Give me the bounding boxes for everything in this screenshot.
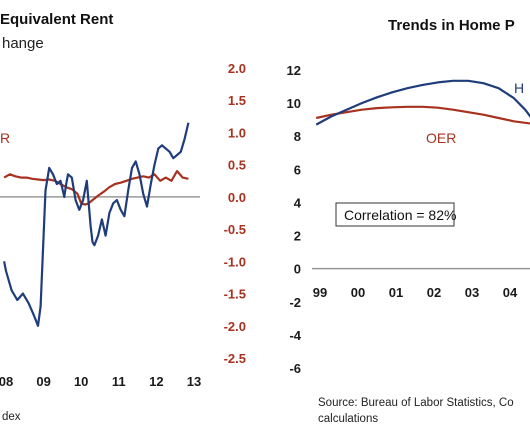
right-x-tick-label: 00: [351, 285, 365, 300]
right-x-tick-label: 02: [427, 285, 441, 300]
right-chart-marks: 12 10 8 6 4 2 0 -2 -4 -6 99 00 01 02 03 04: [287, 63, 530, 376]
right-y-tick-label: 4: [294, 195, 302, 210]
right-chart-title: Trends in Home P: [388, 17, 515, 34]
left-chart-marks: 2.0 1.5 1.0 0.5 0.0 -0.5 -1.0 -1.5 -2.0 -2.5 08 09 1…: [0, 61, 246, 389]
right-series-blue-line: [315, 79, 530, 126]
right-series-label-oer: OER: [426, 130, 456, 146]
left-x-tick-label: 09: [36, 374, 50, 389]
left-chart-title: Equivalent Rent: [0, 11, 113, 28]
left-x-tick-label: 13: [187, 374, 201, 389]
left-x-tick-label: 10: [74, 374, 88, 389]
correlation-annotation: Correlation = 82%: [344, 207, 456, 223]
right-y-tick-label: 8: [294, 129, 301, 144]
right-y-tick-label: 6: [294, 162, 301, 177]
right-y-tick-label: -4: [289, 328, 301, 343]
right-series-red-line: [315, 105, 530, 125]
left-y-tick-label: -1.5: [224, 287, 246, 302]
left-series-label-fragment: R: [0, 130, 10, 146]
left-x-tick-label: 11: [112, 374, 126, 389]
left-y-tick-label: 0.0: [228, 190, 246, 205]
right-y-tick-label: 0: [294, 262, 301, 277]
right-series-label-h: H: [514, 80, 524, 96]
left-y-tick-label: 1.5: [228, 93, 246, 108]
right-y-tick-label: 10: [287, 96, 301, 111]
left-y-tick-label: -1.0: [224, 254, 246, 269]
left-y-tick-label: 0.5: [228, 158, 246, 173]
right-y-tick-label: 2: [294, 229, 301, 244]
left-x-tick-label: 12: [149, 374, 163, 389]
left-y-tick-label: -2.5: [224, 351, 246, 366]
correlation-box: [335, 202, 455, 227]
left-x-tick-label: 08: [0, 374, 13, 389]
right-x-tick-label: 03: [465, 285, 479, 300]
source-line-1: Source: Bureau of Labor Statistics, Co: [318, 397, 514, 409]
left-chart-footer: dex: [2, 411, 21, 423]
right-y-tick-label: 12: [287, 63, 301, 78]
right-x-tick-label: 04: [503, 285, 518, 300]
right-x-tick-label: 01: [389, 285, 403, 300]
left-y-tick-label: 1.0: [228, 125, 246, 140]
left-y-tick-label: 2.0: [228, 61, 246, 76]
left-series-blue-line: [3, 122, 190, 327]
right-y-tick-label: -6: [289, 361, 301, 376]
right-y-tick-label: -2: [289, 295, 301, 310]
left-chart-subtitle: hange: [2, 35, 44, 52]
right-x-tick-label: 99: [313, 285, 327, 300]
left-y-tick-label: -2.0: [224, 319, 246, 334]
source-line-2: calculations: [318, 413, 378, 425]
left-y-tick-label: -0.5: [224, 222, 246, 237]
left-series-red-line: [3, 170, 189, 206]
